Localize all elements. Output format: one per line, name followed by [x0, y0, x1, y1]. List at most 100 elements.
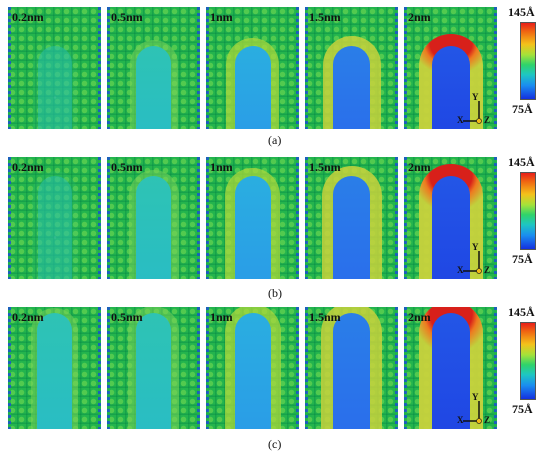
contour-panel: 1.5nm	[305, 7, 398, 129]
pillar-core	[38, 46, 72, 129]
panel-edge	[494, 307, 497, 429]
contour-panel: 0.5nm	[107, 157, 200, 279]
pillar-core	[432, 46, 470, 129]
panel-edge	[206, 7, 209, 129]
panel-edge	[296, 7, 299, 129]
axes-arrows-icon	[463, 251, 482, 274]
pillar-core	[333, 46, 370, 129]
panel-edge	[305, 157, 308, 279]
pillar-core	[432, 176, 470, 279]
panel-label: 0.5nm	[111, 310, 143, 324]
row-caption: (b)	[268, 286, 282, 300]
panel-edge	[395, 7, 398, 129]
colorbar-max-label: 145Å	[508, 5, 535, 19]
panel-edge	[8, 157, 11, 279]
pillar-core	[235, 46, 271, 129]
panel-edge	[404, 307, 407, 429]
panel-edge	[305, 7, 308, 129]
panel-edge	[197, 7, 200, 129]
panel-edge	[197, 157, 200, 279]
contour-panel: 1.5nm	[305, 157, 398, 279]
colorbar	[520, 322, 536, 400]
panel-edge	[98, 7, 101, 129]
panel-edge	[395, 307, 398, 429]
contour-panel: 1nm	[206, 7, 299, 129]
axes-indicator: Y X Z	[457, 392, 493, 427]
panel-label: 0.5nm	[111, 160, 143, 174]
panel-edge	[404, 157, 407, 279]
pillar-core	[333, 313, 370, 429]
contour-panel: 0.2nm	[8, 7, 101, 129]
panel-label: 0.5nm	[111, 10, 143, 24]
panel-edge	[494, 7, 497, 129]
axis-label-z: Z	[484, 265, 491, 275]
panel-edge	[197, 307, 200, 429]
panel-label: 1.5nm	[309, 310, 341, 324]
pillar-core	[333, 176, 370, 279]
pillar-core	[136, 176, 171, 279]
panel-edge	[98, 307, 101, 429]
contour-panel: 1.5nm	[305, 307, 398, 429]
contour-panel: 0.2nm	[8, 157, 101, 279]
colorbar	[520, 172, 536, 250]
colorbar-min-label: 75Å	[512, 252, 533, 266]
panel-edge	[395, 157, 398, 279]
pillar-core	[235, 176, 271, 279]
contour-panel: 0.2nm	[8, 307, 101, 429]
colorbar	[520, 22, 536, 100]
panel-edge	[494, 157, 497, 279]
panel-edge	[107, 7, 110, 129]
panel-label: 1nm	[210, 160, 233, 174]
panel-label: 0.2nm	[12, 310, 44, 324]
axis-label-y: Y	[472, 92, 479, 102]
axis-label-x: X	[457, 115, 464, 125]
axis-label-z: Z	[484, 115, 491, 125]
row-caption: (a)	[268, 133, 282, 147]
colorbar-min-label: 75Å	[512, 402, 533, 416]
panel-edge	[98, 157, 101, 279]
pillar-core	[136, 313, 171, 429]
pillar-core	[432, 313, 470, 429]
contour-panel: 2nm Y X Z	[404, 157, 497, 279]
contour-panel: 0.5nm	[107, 307, 200, 429]
axis-label-x: X	[457, 415, 464, 425]
pillar-core	[136, 46, 171, 129]
pillar-core	[235, 313, 271, 429]
panel-edge	[305, 307, 308, 429]
panel-edge	[107, 157, 110, 279]
colorbar-max-label: 145Å	[508, 305, 535, 319]
contour-panel: 1nm	[206, 157, 299, 279]
axis-label-z: Z	[484, 415, 491, 425]
panel-label: 0.2nm	[12, 160, 44, 174]
axis-label-x: X	[457, 265, 464, 275]
axes-arrows-icon	[463, 101, 482, 124]
panel-label: 2nm	[408, 310, 431, 324]
contour-panel: 2nm Y X Z	[404, 307, 497, 429]
row-caption: (c)	[268, 437, 282, 451]
colorbar-min-label: 75Å	[512, 102, 533, 116]
panel-label: 1.5nm	[309, 10, 341, 24]
axis-label-y: Y	[472, 392, 479, 402]
axes-arrows-icon	[463, 401, 482, 424]
pillar-core	[38, 176, 72, 279]
panel-label: 1nm	[210, 10, 233, 24]
pillar-core	[37, 313, 72, 429]
panel-edge	[206, 307, 209, 429]
panel-edge	[404, 7, 407, 129]
contour-panel: 0.5nm	[107, 7, 200, 129]
panel-edge	[206, 157, 209, 279]
panel-label: 0.2nm	[12, 10, 44, 24]
panel-edge	[8, 307, 11, 429]
panel-label: 1nm	[210, 310, 233, 324]
panel-label: 1.5nm	[309, 160, 341, 174]
panel-edge	[296, 307, 299, 429]
panel-label: 2nm	[408, 160, 431, 174]
panel-edge	[296, 157, 299, 279]
panel-label: 2nm	[408, 10, 431, 24]
panel-edge	[107, 307, 110, 429]
axes-indicator: Y X Z	[457, 92, 493, 127]
axis-label-y: Y	[472, 242, 479, 252]
contour-panel: 1nm	[206, 307, 299, 429]
axes-indicator: Y X Z	[457, 242, 493, 277]
panel-edge	[8, 7, 11, 129]
